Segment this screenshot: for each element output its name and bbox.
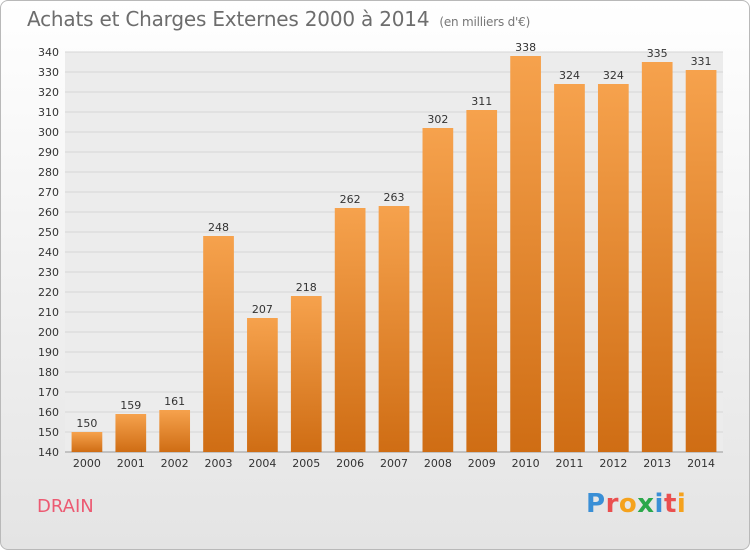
x-tick-label: 2006 [336,457,364,470]
x-tick-label: 2010 [512,457,540,470]
logo-letter: t [663,489,677,519]
bar [378,206,410,452]
logo-letter: i [676,489,687,519]
bar [334,208,366,452]
bar-value-label: 262 [340,193,361,206]
bar [466,110,498,452]
y-tick-label: 250 [38,226,59,239]
y-tick-label: 140 [38,446,59,459]
x-tick-label: 2008 [424,457,452,470]
x-tick-label: 2011 [555,457,583,470]
y-tick-label: 330 [38,66,59,79]
bar-value-label: 324 [603,69,624,82]
bar-value-label: 248 [208,221,229,234]
logo-letter: o [618,489,638,519]
bar [247,318,278,452]
bar-value-label: 159 [120,399,141,412]
bar [422,128,454,452]
bar [290,296,322,452]
y-tick-label: 340 [38,46,59,59]
x-tick-label: 2012 [599,457,627,470]
y-tick-label: 150 [38,426,59,439]
bar [71,432,103,452]
proxiti-logo: Proxiti [586,489,686,519]
bar [203,236,234,452]
logo-letter: x [637,489,655,519]
bar-value-label: 207 [252,303,273,316]
chart-title: Achats et Charges Externes 2000 à 2014 (e… [27,7,530,31]
chart-subtitle: (en milliers d'€) [439,15,531,29]
y-tick-label: 180 [38,366,59,379]
y-tick-label: 270 [38,186,59,199]
bar-value-label: 335 [647,47,668,60]
bar [510,56,541,452]
x-tick-label: 2003 [205,457,233,470]
x-tick-label: 2014 [687,457,715,470]
bar-value-label: 331 [691,55,712,68]
y-tick-label: 290 [38,146,59,159]
bar-value-label: 161 [164,395,185,408]
x-tick-label: 2001 [117,457,145,470]
bar [159,410,191,452]
y-tick-label: 280 [38,166,59,179]
y-tick-label: 220 [38,286,59,299]
x-tick-label: 2013 [643,457,671,470]
x-tick-label: 2007 [380,457,408,470]
logo-letter: i [654,489,664,519]
logo-letter: r [605,489,619,519]
x-tick-label: 2005 [292,457,320,470]
bar-value-label: 263 [384,191,405,204]
y-tick-label: 210 [38,306,59,319]
x-tick-label: 2009 [468,457,496,470]
y-tick-label: 170 [38,386,59,399]
logo-letter: P [586,489,606,519]
bar [685,70,717,452]
x-tick-label: 2002 [161,457,189,470]
bar-value-label: 324 [559,69,580,82]
y-tick-label: 300 [38,126,59,139]
bar [641,62,673,452]
y-tick-label: 190 [38,346,59,359]
x-tick-label: 2004 [248,457,276,470]
bar [554,84,585,452]
y-tick-label: 240 [38,246,59,259]
y-tick-label: 230 [38,266,59,279]
bar-value-label: 218 [296,281,317,294]
bar-value-label: 338 [515,41,536,54]
commune-name: DRAIN [37,496,94,517]
y-tick-label: 160 [38,406,59,419]
title-text: Achats et Charges Externes 2000 à 2014 [27,7,430,31]
y-tick-label: 200 [38,326,59,339]
y-tick-label: 260 [38,206,59,219]
bar-value-label: 311 [471,95,492,108]
bar-value-label: 150 [76,417,97,430]
bar-value-label: 302 [427,113,448,126]
bar [597,84,629,452]
y-tick-label: 310 [38,106,59,119]
bar [115,414,147,452]
x-tick-label: 2000 [73,457,101,470]
y-tick-label: 320 [38,86,59,99]
